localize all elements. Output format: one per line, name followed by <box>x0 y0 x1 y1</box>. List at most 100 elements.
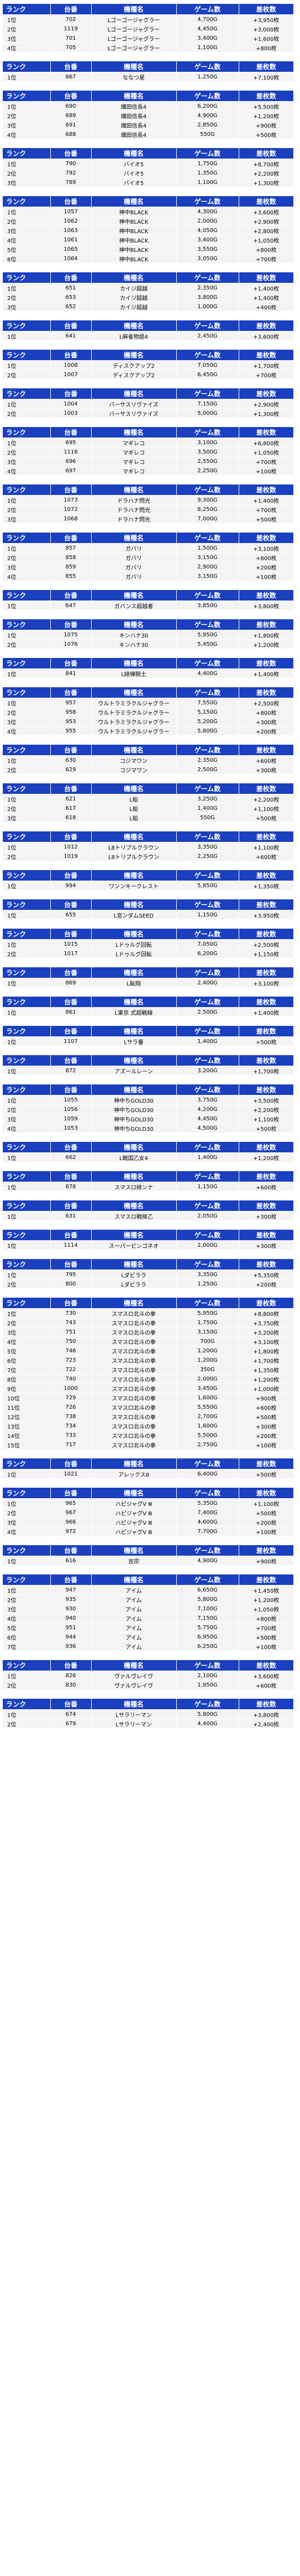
cell-machine-number: 726 <box>50 1402 92 1412</box>
header-coin-difference: 差枚数 <box>239 658 293 669</box>
cell-rank: 2位 <box>3 216 51 226</box>
cell-coin-difference: +500枚 <box>239 129 293 139</box>
cell-machine-number: 647 <box>50 600 92 610</box>
cell-coin-difference: +1,400枚 <box>239 292 293 302</box>
header-machine-number: 台番 <box>50 1488 92 1499</box>
cell-coin-difference: +300枚 <box>239 765 293 775</box>
table-row: 3位 930 アイム 7,100G +1,050枚 <box>3 1604 293 1614</box>
cell-game-count: 1,250G <box>176 1279 239 1289</box>
header-coin-difference: 差枚数 <box>239 687 293 698</box>
cell-machine-number: 790 <box>50 159 92 168</box>
header-coin-difference: 差枚数 <box>239 1699 293 1710</box>
ranking-table: ランク 台番 機種名 ゲーム数 差枚数 1位 1015 Lドゥルグ回転 7,050G +2,500… <box>3 929 293 958</box>
header-machine-number: 台番 <box>50 196 92 207</box>
table-row: 2位 1003 バーサスリヴァイズ 5,000G +1,300枚 <box>3 408 293 418</box>
cell-machine-number: 1007 <box>50 370 92 380</box>
ranking-table: ランク 台番 機種名 ゲーム数 差枚数 1位 965 ハピジャグV Ⅲ 5,350G +1,100… <box>3 1488 293 1536</box>
table-row: 1位 1057 神中BLACK 4,300G +3,600枚 <box>3 207 293 217</box>
table-row: 4位 697 マギレコ 2,250G +100枚 <box>3 466 293 476</box>
cell-coin-difference: +6,800枚 <box>239 438 293 447</box>
header-machine-number: 台番 <box>50 870 92 881</box>
table-row: 2位 1056 神中ちGOLD30 4,200G +2,200枚 <box>3 1104 293 1114</box>
cell-machine-number: 1017 <box>50 949 92 958</box>
table-header-row: ランク 台番 機種名 ゲーム数 差枚数 <box>3 484 293 496</box>
cell-machine-number: 1064 <box>50 254 92 264</box>
cell-rank: 4位 <box>3 1336 51 1346</box>
ranking-table: ランク 台番 機種名 ゲーム数 差枚数 1位 651 カイジ超越 2,350G +1,400枚 2位… <box>3 272 293 312</box>
header-rank: ランク <box>3 196 51 207</box>
cell-rank: 3位 <box>3 456 51 466</box>
cell-rank: 1位 <box>3 283 51 293</box>
header-rank: ランク <box>3 61 51 72</box>
cell-rank: 3位 <box>3 562 51 572</box>
header-game-count: ゲーム数 <box>176 1298 239 1309</box>
cell-game-count: 1,950G <box>176 1680 239 1690</box>
cell-coin-difference: +300枚 <box>239 1240 293 1250</box>
cell-machine-number: 722 <box>50 1365 92 1374</box>
header-coin-difference: 差枚数 <box>239 148 293 159</box>
cell-coin-difference: +5,500枚 <box>239 101 293 111</box>
header-rank: ランク <box>3 350 51 361</box>
header-game-count: ゲーム数 <box>176 320 239 331</box>
cell-game-count: 3,500G <box>176 447 239 457</box>
header-game-count: ゲーム数 <box>176 427 239 438</box>
header-coin-difference: 差枚数 <box>239 1230 293 1241</box>
cell-rank: 8位 <box>3 1374 51 1384</box>
cell-machine-number: 878 <box>50 1182 92 1192</box>
table-header-row: ランク 台番 機種名 ゲーム数 差枚数 <box>3 929 293 940</box>
cell-model-name: スマスロ北斗の拳 <box>91 1374 177 1384</box>
cell-machine-number: 618 <box>50 813 92 823</box>
cell-model-name: カイジ超越 <box>91 302 177 312</box>
cell-coin-difference: +3,100枚 <box>239 978 293 988</box>
table-row: 4位 855 ガバリ 3,150G +100枚 <box>3 571 293 581</box>
header-coin-difference: 差枚数 <box>239 1574 293 1585</box>
cell-machine-number: 841 <box>50 668 92 678</box>
table-header-row: ランク 台番 機種名 ゲーム数 差枚数 <box>3 658 293 669</box>
cell-machine-number: 966 <box>50 1517 92 1527</box>
cell-model-name: ワンンキークレスト <box>91 881 177 891</box>
header-coin-difference: 差枚数 <box>239 1171 293 1182</box>
table-row: 3位 1063 神中BLACK 4,050G +2,800枚 <box>3 225 293 235</box>
header-model-name: 機種名 <box>91 388 177 399</box>
header-model-name: 機種名 <box>91 1259 177 1270</box>
cell-machine-number: 1119 <box>50 24 92 34</box>
table-row: 9位 1000 スマスロ北斗の拳 3,450G +1,000枚 <box>3 1383 293 1393</box>
header-coin-difference: 差枚数 <box>239 899 293 910</box>
cell-machine-number: 630 <box>50 755 92 765</box>
cell-model-name: カイジ超越 <box>91 292 177 302</box>
cell-machine-number: 1065 <box>50 244 92 254</box>
cell-game-count: 1,200G <box>176 1355 239 1365</box>
cell-game-count: 4,900G <box>176 110 239 120</box>
cell-game-count: 3,350G <box>176 1269 239 1279</box>
cell-rank: 11位 <box>3 1402 51 1412</box>
cell-coin-difference: +2,400枚 <box>239 1719 293 1729</box>
cell-model-name: スマスロ北斗の拳 <box>91 1365 177 1374</box>
table-row: 1位 1107 Lサラ番 1,400G +500枚 <box>3 1036 293 1046</box>
header-model-name: 機種名 <box>91 91 177 102</box>
cell-machine-number: 733 <box>50 1430 92 1440</box>
cell-model-name: スマスロ戦極乙 <box>91 1211 177 1221</box>
cell-rank: 4位 <box>3 466 51 476</box>
cell-rank: 2位 <box>3 851 51 861</box>
cell-coin-difference: +1,200枚 <box>239 110 293 120</box>
cell-game-count: 4,300G <box>176 207 239 217</box>
cell-game-count: 4,400G <box>176 668 239 678</box>
cell-model-name: マギレコ <box>91 438 177 447</box>
cell-game-count: 4,400G <box>176 1719 239 1729</box>
cell-machine-number: 690 <box>50 101 92 111</box>
cell-coin-difference: +1,050枚 <box>239 1604 293 1614</box>
table-row: 1位 1114 スーパービンゴネオ 2,000G +300枚 <box>3 1240 293 1250</box>
cell-model-name: 神中ちGOLD30 <box>91 1095 177 1105</box>
ranking-page: ランク 台番 機種名 ゲーム数 差枚数 1位 702 Lゴーゴージャグラー 4,700G +3,9… <box>3 4 293 1729</box>
cell-rank: 12位 <box>3 1411 51 1421</box>
cell-game-count: 6,650G <box>176 1585 239 1595</box>
cell-model-name: 神中ちGOLD30 <box>91 1114 177 1124</box>
cell-rank: 3位 <box>3 177 51 187</box>
header-machine-number: 台番 <box>50 61 92 72</box>
cell-game-count: 7,550G <box>176 698 239 708</box>
cell-machine-number: 689 <box>50 110 92 120</box>
cell-game-count: 5,800G <box>176 726 239 736</box>
cell-model-name: マギレコ <box>91 456 177 466</box>
cell-game-count: 2,350G <box>176 755 239 765</box>
cell-rank: 2位 <box>3 447 51 457</box>
